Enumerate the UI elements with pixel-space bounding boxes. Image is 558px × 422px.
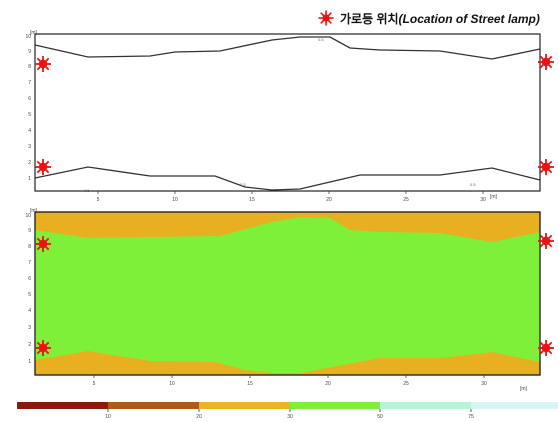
- bottom-illuminated-region: [35, 217, 540, 373]
- street-lamp-icon: [35, 56, 51, 72]
- bottom-x-unit: [m]: [520, 386, 528, 392]
- legend-label-english: (Location of Street lamp): [398, 11, 540, 26]
- top-y-tick: 4: [28, 128, 31, 134]
- street-lamp-sun-icon: [318, 10, 334, 26]
- top-y-tick: 9: [28, 49, 31, 55]
- bottom-y-tick: 1: [28, 359, 31, 365]
- legend-label: 가로등 위치(Location of Street lamp): [340, 10, 540, 27]
- colorbar: 10 20 30 50 75: [17, 402, 558, 420]
- street-lamp-icon: [538, 233, 554, 249]
- street-lamp-icon: [538, 340, 554, 356]
- top-y-tick: 10: [25, 34, 31, 40]
- colorbar-segment: [199, 402, 290, 409]
- colorbar-segment: [17, 402, 108, 409]
- top-y-tick: 3: [28, 144, 31, 150]
- street-lamp-icon: [35, 340, 51, 356]
- bottom-y-unit: [m]: [30, 208, 38, 214]
- colorbar-segment: [290, 402, 380, 409]
- colorbar-label: 50: [377, 414, 383, 420]
- top-y-tick: 5: [28, 112, 31, 118]
- bottom-y-tick: 10: [25, 213, 31, 219]
- bottom-plot: [m] [m] 10 9 8 7 6 5 4 3 2 1 5 10 15 20 …: [25, 208, 541, 392]
- bottom-y-tick: 9: [28, 228, 31, 234]
- bottom-x-tick: 15: [247, 381, 253, 387]
- top-x-tick: 10: [172, 197, 178, 203]
- street-lamp-icon: [538, 159, 554, 175]
- top-x-unit: [m]: [490, 194, 498, 200]
- top-y-unit: [m]: [30, 30, 38, 36]
- colorbar-segment: [108, 402, 199, 409]
- street-lamps: [35, 54, 554, 356]
- top-y-tick: 6: [28, 96, 31, 102]
- bottom-y-tick: 3: [28, 325, 31, 331]
- colorbar-label: 75: [468, 414, 474, 420]
- top-contour-label: 0.5: [318, 37, 324, 42]
- top-y-tick: 8: [28, 64, 31, 70]
- street-lamp-icon: [35, 159, 51, 175]
- bottom-x-tick: 5: [93, 381, 96, 387]
- bottom-y-tick: 2: [28, 342, 31, 348]
- top-contour-label: 0.5: [470, 182, 476, 187]
- top-x-tick: 30: [480, 197, 486, 203]
- top-x-tick: 5: [97, 197, 100, 203]
- legend-label-korean: 가로등 위치: [340, 11, 399, 26]
- top-y-tick: 1: [28, 176, 31, 182]
- top-x-tick: 15: [249, 197, 255, 203]
- street-lamp-icon: [35, 236, 51, 252]
- top-contour-label: 0.5: [240, 182, 246, 187]
- top-x-tick: 25: [403, 197, 409, 203]
- top-x-tick: 20: [326, 197, 332, 203]
- top-contour-label: 0.5: [84, 188, 90, 193]
- top-y-tick: 7: [28, 80, 31, 86]
- bottom-y-tick: 4: [28, 308, 31, 314]
- bottom-x-tick: 20: [325, 381, 331, 387]
- top-plot-frame: [34, 33, 541, 192]
- top-contour-upper: [34, 36, 541, 60]
- top-plot: [m] [m] 10 9 8 7 6 5 4 3 2 1 5 10 15 20 …: [25, 30, 541, 203]
- colorbar-segment: [380, 402, 471, 409]
- colorbar-label: 30: [287, 414, 293, 420]
- bottom-y-tick: 5: [28, 292, 31, 298]
- colorbar-segment: [471, 402, 558, 409]
- colorbar-label: 20: [196, 414, 202, 420]
- bottom-x-tick: 10: [169, 381, 175, 387]
- bottom-x-tick: 25: [403, 381, 409, 387]
- top-y-tick: 2: [28, 160, 31, 166]
- street-lamp-icon: [538, 54, 554, 70]
- colorbar-label: 10: [105, 414, 111, 420]
- legend-title: 가로등 위치(Location of Street lamp): [318, 8, 540, 28]
- bottom-x-tick: 30: [481, 381, 487, 387]
- bottom-y-tick: 8: [28, 244, 31, 250]
- bottom-y-tick: 6: [28, 276, 31, 282]
- top-contour-lower: [34, 166, 541, 191]
- bottom-y-tick: 7: [28, 260, 31, 266]
